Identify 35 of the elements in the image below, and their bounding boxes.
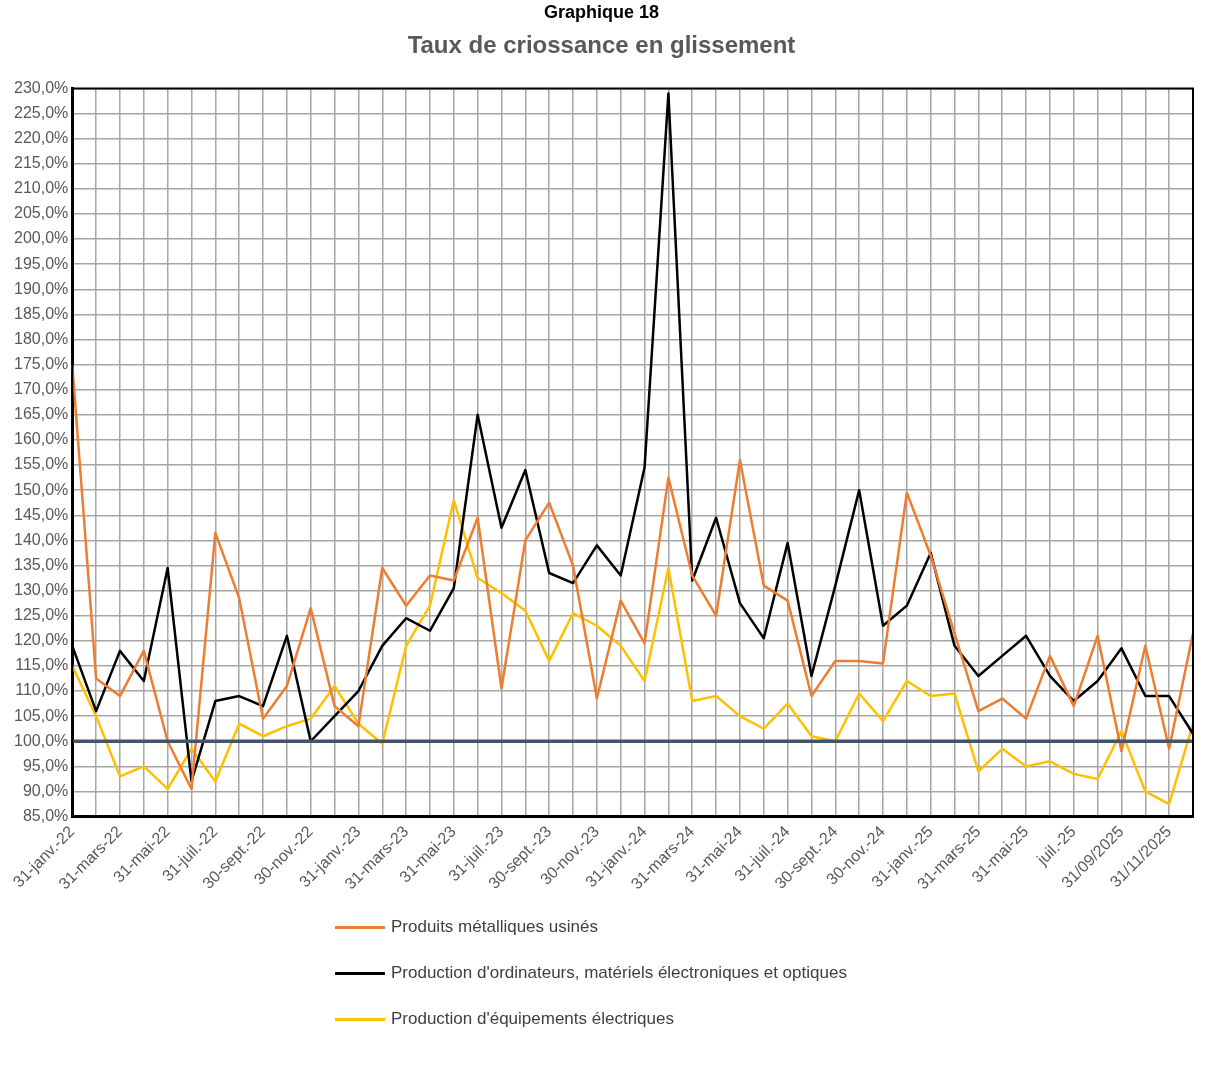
y-tick-label: 175,0%	[14, 355, 69, 373]
y-tick-label: 220,0%	[14, 129, 69, 147]
y-tick-label: 120,0%	[14, 631, 69, 649]
y-tick-label: 190,0%	[14, 279, 69, 297]
y-tick-label: 225,0%	[14, 103, 69, 121]
legend-label: Production d'ordinateurs, matériels électroniques et optiques	[391, 963, 847, 983]
y-tick-label: 90,0%	[22, 781, 69, 799]
y-tick-label: 140,0%	[14, 530, 69, 548]
y-tick-label: 195,0%	[14, 254, 69, 272]
y-tick-label: 130,0%	[14, 581, 69, 598]
chart-subtitle: Taux de criossance en glissement	[407, 30, 796, 58]
y-tick-label: 105,0%	[14, 706, 69, 724]
y-tick-label: 110,0%	[15, 681, 69, 699]
y-tick-label: 125,0%	[14, 606, 69, 624]
y-tick-label: 150,0%	[14, 480, 69, 498]
y-tick-label: 95,0%	[22, 756, 69, 774]
y-tick-label: 165,0%	[14, 405, 69, 423]
y-tick-label: 210,0%	[14, 179, 69, 197]
y-tick-label: 200,0%	[14, 229, 69, 247]
y-tick-label: 185,0%	[14, 304, 69, 322]
y-tick-label: 115,0%	[15, 656, 69, 674]
y-tick-label: 180,0%	[14, 329, 69, 347]
y-tick-label: 230,0%	[14, 78, 69, 96]
y-tick-label: 155,0%	[14, 455, 69, 473]
y-tick-label: 85,0%	[22, 806, 69, 824]
legend-label: Production d'équipements électriques	[391, 1009, 674, 1029]
y-tick-label: 135,0%	[14, 555, 69, 573]
legend-label: Produits métalliques usinés	[391, 917, 598, 937]
y-tick-label: 215,0%	[14, 154, 69, 172]
y-tick-label: 205,0%	[14, 204, 69, 222]
y-tick-label: 100,0%	[14, 731, 69, 749]
y-tick-label: 160,0%	[14, 430, 69, 448]
y-tick-label: 145,0%	[14, 505, 69, 523]
y-tick-label: 170,0%	[14, 380, 69, 398]
chart-title: Graphique 18	[543, 1, 660, 22]
